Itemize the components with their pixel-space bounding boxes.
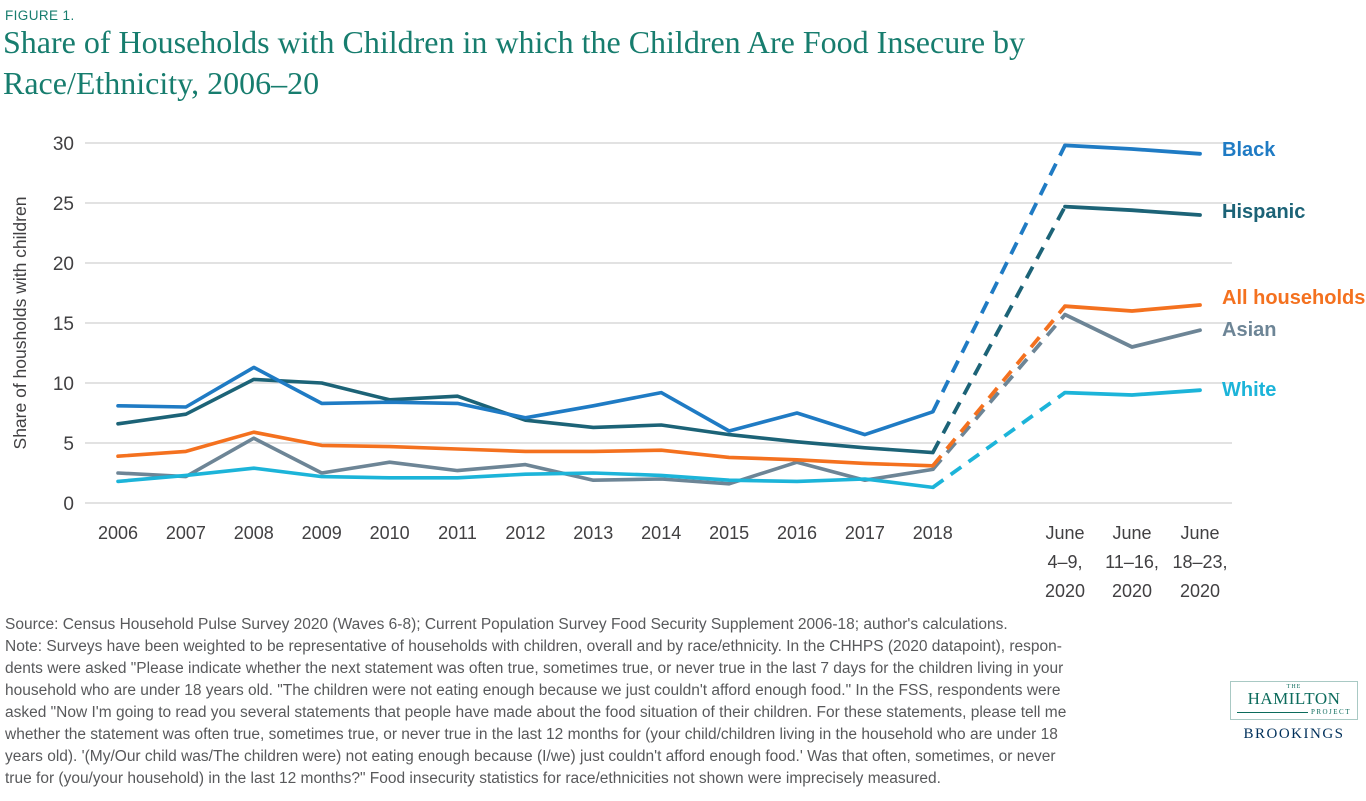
x-tick-label: 2020	[1180, 581, 1220, 601]
figure-label: FIGURE 1.	[5, 8, 75, 23]
series-line-asian	[116, 436, 935, 486]
y-tick-label: 10	[53, 374, 74, 395]
series-line-2020-white	[1063, 388, 1202, 397]
x-tick-label: 2020	[1112, 581, 1152, 601]
note-line: true for (you/your household) in the las…	[5, 770, 941, 787]
x-tick-label: 2010	[370, 523, 410, 543]
x-tick-label: 2017	[845, 523, 885, 543]
hamilton-logo-rule	[1237, 711, 1308, 713]
x-tick-label: June	[1045, 523, 1084, 543]
chart-title-line1: Share of Households with Children in whi…	[3, 24, 1026, 60]
note-line: asked "Now I'm going to read you several…	[5, 704, 1067, 721]
chart-title: Share of Households with Children in whi…	[3, 22, 1025, 104]
x-tick-label: 2013	[573, 523, 613, 543]
series-line-all-households	[116, 430, 935, 468]
note-line: Source: Census Household Pulse Survey 20…	[5, 616, 1008, 633]
y-tick-label: 25	[53, 194, 74, 215]
series-line-2020-all-households	[1063, 303, 1202, 313]
x-tick-label: 2012	[505, 523, 545, 543]
x-tick-label: 18–23,	[1172, 552, 1227, 572]
hamilton-logo-project-row: PROJECT	[1237, 708, 1351, 716]
series-line-hispanic	[116, 377, 935, 455]
legend-label-hispanic: Hispanic	[1222, 201, 1305, 223]
series-line-black	[116, 365, 935, 437]
y-tick-label: 5	[63, 434, 74, 455]
y-axis-label: Share of housholds with children	[10, 197, 30, 450]
source-note: Source: Census Household Pulse Survey 20…	[5, 614, 1066, 790]
series-line-2020-asian	[1063, 312, 1202, 349]
series-dashed-black	[931, 144, 1067, 413]
x-tick-label: 2018	[913, 523, 953, 543]
series-dashed-hispanic	[931, 205, 1067, 454]
series-dashed-asian	[931, 313, 1067, 471]
x-tick-label: 2014	[641, 523, 681, 543]
legend-label-all-households: All households	[1222, 287, 1365, 309]
note-line: household who are under 18 years old. "T…	[5, 682, 1061, 699]
legend-label-white: White	[1222, 379, 1276, 401]
x-tick-label: 4–9,	[1047, 552, 1082, 572]
x-tick-label: 2015	[709, 523, 749, 543]
chart: 0 5 10 15 20 25 30 2006 2007 2008 2009 2010 2011 2012…	[10, 134, 1365, 601]
x-tick-label: 2007	[166, 523, 206, 543]
y-tick-label: 30	[53, 134, 74, 155]
hamilton-logo-the: THE	[1286, 684, 1302, 690]
x-tick-label: June	[1180, 523, 1219, 543]
legend-label-black: Black	[1222, 139, 1276, 161]
note-line: years old). '(My/Our child was/The child…	[5, 748, 1056, 765]
series-dashed-white	[931, 391, 1067, 489]
series-line-2020-black	[1063, 143, 1202, 156]
y-tick-label: 0	[63, 494, 74, 515]
x-tick-label: June	[1112, 523, 1151, 543]
x-tick-label: 2016	[777, 523, 817, 543]
x-tick-label: 11–16,	[1105, 552, 1159, 572]
note-line: whether the statement was often true, so…	[5, 726, 1058, 743]
hamilton-project-logo: THE HAMILTON PROJECT	[1230, 681, 1358, 720]
brookings-logo: BROOKINGS	[1243, 726, 1345, 742]
chart-title-line2: Race/Ethnicity, 2006–20	[3, 65, 320, 101]
x-tick-label: 2020	[1045, 581, 1085, 601]
y-tick-label: 20	[53, 254, 74, 275]
series-dashed-all-households	[931, 304, 1067, 468]
note-line: Note: Surveys have been weighted to be r…	[5, 638, 1062, 655]
series-line-2020-hispanic	[1063, 204, 1202, 217]
hamilton-brookings-logo: THE HAMILTON PROJECT BROOKINGS	[1230, 681, 1358, 743]
hamilton-logo-project: PROJECT	[1310, 708, 1351, 716]
x-tick-label: 2006	[98, 523, 138, 543]
x-tick-label: 2011	[438, 523, 477, 543]
note-line: dents were asked "Please indicate whethe…	[5, 660, 1064, 677]
hamilton-logo-name: HAMILTON	[1247, 689, 1341, 708]
series-line-white	[116, 466, 935, 490]
x-tick-label: 2009	[302, 523, 342, 543]
x-tick-label: 2008	[234, 523, 274, 543]
legend-label-asian: Asian	[1222, 319, 1276, 341]
y-tick-label: 15	[53, 314, 74, 335]
